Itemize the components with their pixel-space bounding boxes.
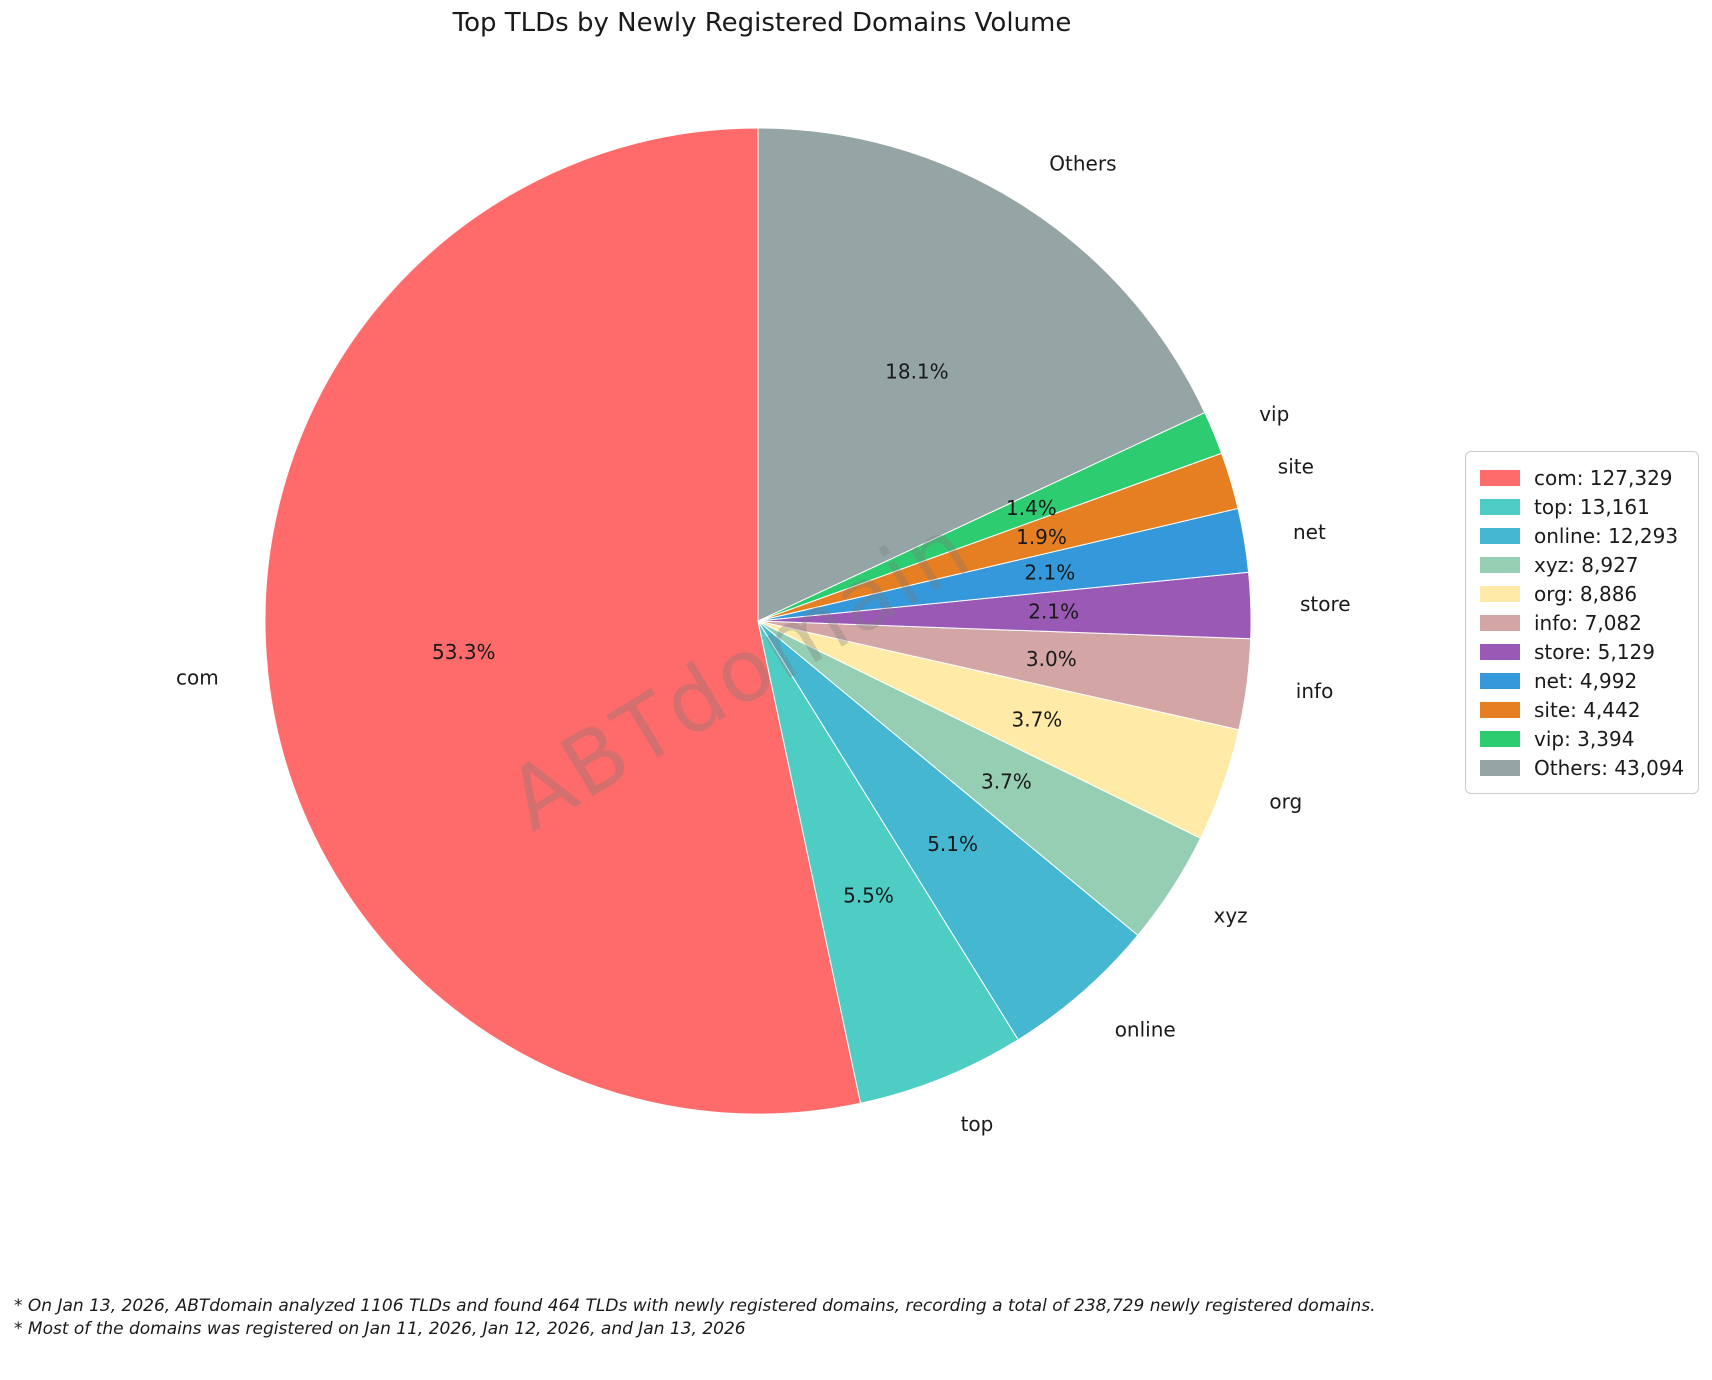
pie-pct-label-com: 53.3% bbox=[432, 640, 496, 664]
footnote-line-1: * On Jan 13, 2026, ABTdomain analyzed 11… bbox=[14, 1296, 1376, 1316]
legend-item-store: store: 5,129 bbox=[1480, 637, 1684, 666]
pie-slice-label-org: org bbox=[1269, 790, 1302, 814]
legend: com: 127,329 top: 13,161 online: 12,293 xyz… bbox=[1465, 451, 1699, 794]
pie-pct-label-online: 5.1% bbox=[927, 832, 978, 856]
pie-slice-label-net: net bbox=[1293, 520, 1326, 544]
pie-slice-label-online: online bbox=[1115, 1018, 1176, 1042]
legend-swatch-vip bbox=[1480, 730, 1520, 747]
legend-swatch-com bbox=[1480, 469, 1520, 486]
pie-pct-label-info: 3.0% bbox=[1026, 647, 1077, 671]
legend-label-vip: vip: 3,394 bbox=[1534, 726, 1635, 751]
legend-item-vip: vip: 3,394 bbox=[1480, 724, 1684, 753]
legend-swatch-top bbox=[1480, 498, 1520, 515]
legend-item-Others: Others: 43,094 bbox=[1480, 753, 1684, 782]
legend-item-top: top: 13,161 bbox=[1480, 492, 1684, 521]
pie-slice-label-site: site bbox=[1278, 455, 1314, 479]
legend-label-info: info: 7,082 bbox=[1534, 610, 1642, 635]
legend-swatch-info bbox=[1480, 614, 1520, 631]
legend-swatch-org bbox=[1480, 585, 1520, 602]
pie-slice-label-store: store bbox=[1300, 592, 1351, 616]
pie-slice-label-info: info bbox=[1296, 679, 1334, 703]
legend-item-site: site: 4,442 bbox=[1480, 695, 1684, 724]
legend-swatch-Others bbox=[1480, 759, 1520, 776]
pie-slice-label-Others: Others bbox=[1049, 152, 1116, 176]
legend-swatch-net bbox=[1480, 672, 1520, 689]
legend-item-online: online: 12,293 bbox=[1480, 521, 1684, 550]
chart-title: Top TLDs by Newly Registered Domains Vol… bbox=[452, 8, 1072, 38]
legend-item-com: com: 127,329 bbox=[1480, 463, 1684, 492]
pie-slice-label-vip: vip bbox=[1259, 402, 1289, 426]
legend-item-xyz: xyz: 8,927 bbox=[1480, 550, 1684, 579]
pie-pct-label-site: 1.9% bbox=[1016, 525, 1067, 549]
pie-slice-top bbox=[757, 620, 1019, 1104]
pie-slice-com bbox=[264, 127, 862, 1115]
pie-slice-label-xyz: xyz bbox=[1214, 903, 1248, 927]
pie-pct-label-Others: 18.1% bbox=[885, 360, 949, 384]
legend-swatch-online bbox=[1480, 527, 1520, 544]
pie-slice-label-top: top bbox=[961, 1112, 994, 1136]
legend-label-net: net: 4,992 bbox=[1534, 668, 1638, 693]
legend-label-org: org: 8,886 bbox=[1534, 581, 1638, 606]
legend-item-info: info: 7,082 bbox=[1480, 608, 1684, 637]
legend-label-online: online: 12,293 bbox=[1534, 523, 1679, 548]
footnote-line-2: * Most of the domains was registered on … bbox=[14, 1319, 746, 1339]
legend-label-Others: Others: 43,094 bbox=[1534, 755, 1685, 780]
legend-label-com: com: 127,329 bbox=[1534, 465, 1673, 490]
pie-pct-label-top: 5.5% bbox=[843, 883, 894, 907]
legend-label-store: store: 5,129 bbox=[1534, 639, 1655, 664]
legend-item-org: org: 8,886 bbox=[1480, 579, 1684, 608]
pie-slice-online bbox=[757, 620, 1139, 1041]
pie-slice-Others bbox=[757, 127, 1206, 622]
footnotes: * On Jan 13, 2026, ABTdomain analyzed 11… bbox=[14, 1295, 1376, 1341]
pie-pct-label-org: 3.7% bbox=[1011, 708, 1062, 732]
pie-pct-label-store: 2.1% bbox=[1028, 600, 1079, 624]
legend-swatch-site bbox=[1480, 701, 1520, 718]
pie-pct-label-vip: 1.4% bbox=[1006, 496, 1057, 520]
legend-label-top: top: 13,161 bbox=[1534, 494, 1650, 519]
legend-item-net: net: 4,992 bbox=[1480, 666, 1684, 695]
legend-swatch-xyz bbox=[1480, 556, 1520, 573]
legend-swatch-store bbox=[1480, 643, 1520, 660]
legend-label-site: site: 4,442 bbox=[1534, 697, 1641, 722]
pie-pct-label-net: 2.1% bbox=[1024, 561, 1075, 585]
legend-label-xyz: xyz: 8,927 bbox=[1534, 552, 1639, 577]
pie-pct-label-xyz: 3.7% bbox=[981, 770, 1032, 794]
pie-slice-label-com: com bbox=[176, 666, 219, 690]
